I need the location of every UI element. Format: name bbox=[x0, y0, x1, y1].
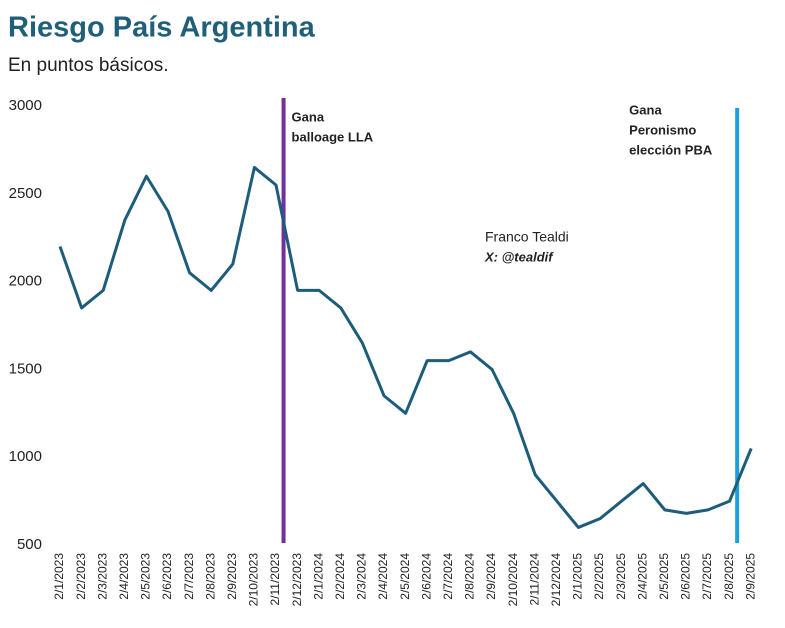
x-tick-label: 2/3/2024 bbox=[355, 553, 369, 600]
x-tick-label: 2/11/2023 bbox=[268, 553, 282, 606]
y-tick-label: 2500 bbox=[9, 185, 42, 202]
annotation-text: Peronismo bbox=[629, 122, 696, 137]
x-tick-label: 2/5/2023 bbox=[139, 553, 153, 600]
y-tick-label: 1500 bbox=[9, 360, 42, 377]
x-tick-label: 2/9/2025 bbox=[743, 553, 757, 600]
x-tick-label: 2/2/2023 bbox=[74, 553, 88, 600]
x-tick-label: 2/8/2025 bbox=[722, 553, 736, 600]
x-tick-label: 2/4/2025 bbox=[635, 553, 649, 600]
x-tick-label: 2/3/2023 bbox=[95, 553, 109, 600]
y-tick-label: 1000 bbox=[9, 448, 42, 465]
annotation-text: Gana bbox=[292, 109, 325, 124]
x-tick-label: 2/2/2024 bbox=[333, 553, 347, 600]
x-tick-label: 2/12/2023 bbox=[290, 553, 304, 607]
x-tick-label: 2/5/2024 bbox=[398, 553, 412, 600]
chart-subtitle: En puntos básicos. bbox=[8, 55, 169, 76]
x-tick-label: 2/4/2024 bbox=[376, 553, 390, 600]
x-tick-label: 2/8/2024 bbox=[463, 553, 477, 600]
watermark-name: Franco Tealdi bbox=[485, 229, 569, 245]
y-tick-label: 500 bbox=[17, 536, 42, 553]
x-tick-label: 2/7/2025 bbox=[700, 553, 714, 600]
y-tick-label: 3000 bbox=[9, 97, 42, 114]
x-tick-label: 2/1/2025 bbox=[571, 553, 585, 600]
x-tick-label: 2/4/2023 bbox=[117, 553, 131, 600]
x-tick-label: 2/5/2025 bbox=[657, 553, 671, 600]
x-tick-label: 2/11/2024 bbox=[527, 553, 541, 606]
x-tick-label: 2/9/2024 bbox=[484, 553, 498, 600]
watermark-handle: X: @tealdif bbox=[484, 249, 554, 264]
x-tick-label: 2/9/2023 bbox=[225, 553, 239, 600]
annotation-text: Gana bbox=[629, 102, 662, 117]
x-tick-label: 2/1/2024 bbox=[311, 553, 325, 600]
x-tick-label: 2/10/2024 bbox=[506, 553, 520, 607]
chart-title: Riesgo País Argentina bbox=[8, 12, 316, 44]
x-tick-label: 2/8/2023 bbox=[203, 553, 217, 600]
series-line bbox=[58, 165, 753, 529]
x-tick-label: 2/6/2024 bbox=[419, 553, 433, 600]
annotation-text: elección PBA bbox=[629, 142, 713, 157]
x-tick-label: 2/6/2023 bbox=[160, 553, 174, 600]
annotation-text: balloage LLA bbox=[292, 129, 374, 144]
x-tick-label: 2/3/2025 bbox=[614, 553, 628, 600]
y-tick-label: 2000 bbox=[9, 273, 42, 290]
x-tick-label: 2/1/2023 bbox=[52, 553, 66, 600]
x-tick-label: 2/6/2025 bbox=[679, 553, 693, 600]
x-tick-label: 2/10/2023 bbox=[247, 553, 261, 607]
x-tick-label: 2/12/2024 bbox=[549, 553, 563, 607]
x-tick-label: 2/2/2025 bbox=[592, 553, 606, 600]
x-tick-label: 2/7/2023 bbox=[182, 553, 196, 600]
x-tick-label: 2/7/2024 bbox=[441, 553, 455, 600]
